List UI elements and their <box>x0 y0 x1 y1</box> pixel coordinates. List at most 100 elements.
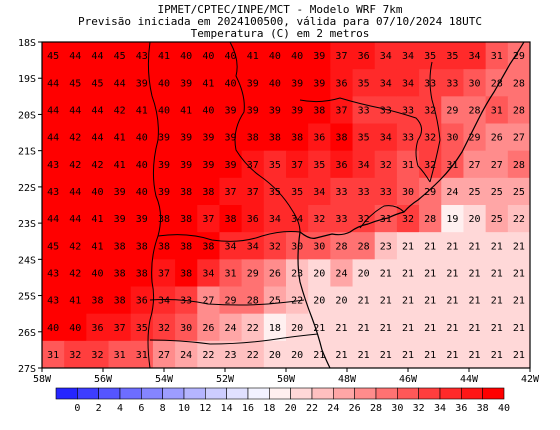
temperature-value-label: 32 <box>424 160 436 171</box>
temperature-cell <box>263 123 287 152</box>
temperature-cell <box>330 69 354 97</box>
colorbar-label: 24 <box>327 403 339 414</box>
temperature-cell <box>64 96 87 125</box>
temperature-value-label: 37 <box>335 105 347 116</box>
temperature-value-label: 36 <box>358 51 370 62</box>
temperature-value-label: 20 <box>358 268 370 279</box>
temperature-cell <box>219 205 243 233</box>
temperature-value-label: 33 <box>402 105 414 116</box>
temperature-value-label: 44 <box>47 105 59 116</box>
temperature-value-label: 27 <box>491 160 503 171</box>
temperature-cell <box>197 123 221 152</box>
temperature-value-label: 21 <box>335 323 347 334</box>
temperature-value-label: 21 <box>469 323 481 334</box>
temperature-value-label: 40 <box>269 51 281 62</box>
temperature-value-label: 31 <box>114 350 126 361</box>
temperature-cell <box>152 177 176 206</box>
temperature-cell <box>374 150 398 179</box>
temperature-value-label: 28 <box>513 105 525 116</box>
temperature-value-label: 34 <box>291 214 303 225</box>
temperature-value-label: 35 <box>291 187 303 198</box>
temperature-cell <box>42 340 65 368</box>
colorbar-swatch <box>375 387 398 400</box>
temperature-cell <box>396 42 420 70</box>
temperature-cell <box>241 69 265 97</box>
temperature-cell <box>352 205 376 233</box>
temperature-cell <box>286 232 309 260</box>
temperature-value-label: 34 <box>247 241 259 252</box>
temperature-value-label: 36 <box>136 296 148 307</box>
temperature-cell <box>263 42 287 70</box>
temperature-cell <box>419 42 442 70</box>
temperature-cell <box>308 259 331 288</box>
temperature-cell <box>507 123 530 152</box>
temperature-value-label: 44 <box>91 133 103 144</box>
temperature-value-label: 33 <box>180 296 192 307</box>
temperature-value-label: 35 <box>136 323 148 334</box>
temperature-value-label: 44 <box>69 105 81 116</box>
state-border-es <box>429 61 441 183</box>
temperature-value-label: 21 <box>469 268 481 279</box>
temperature-value-label: 39 <box>269 105 281 116</box>
colorbar-swatch <box>439 387 462 400</box>
colorbar-label: 8 <box>160 403 166 414</box>
longitude-tick-label: 44W <box>460 374 479 385</box>
temperature-cell <box>374 96 398 125</box>
temperature-cell <box>241 205 265 233</box>
temperature-cell <box>308 286 331 315</box>
temperature-value-label: 33 <box>335 214 347 225</box>
temperature-value-label: 32 <box>358 214 370 225</box>
state-border-west <box>147 42 162 368</box>
latitude-tick-label: 21S <box>18 147 36 158</box>
temperature-cell <box>64 123 87 152</box>
temperature-value-label: 41 <box>158 51 170 62</box>
temperature-value-label: 38 <box>202 241 214 252</box>
temperature-value-label: 39 <box>247 105 259 116</box>
temperature-cell <box>352 259 376 288</box>
temperature-value-label: 36 <box>335 78 347 89</box>
temperature-cell <box>286 69 309 97</box>
temperature-cell <box>419 340 442 368</box>
state-border-mg <box>299 97 431 183</box>
temperature-cell <box>219 232 243 260</box>
temperature-value-label: 26 <box>491 133 503 144</box>
temperature-cell <box>352 340 376 368</box>
temperature-value-label: 32 <box>69 350 81 361</box>
temperature-value-label: 38 <box>91 296 103 307</box>
longitude-tick-label: 46W <box>399 374 418 385</box>
temperature-cell <box>507 232 530 260</box>
temperature-value-label: 21 <box>402 296 414 307</box>
temperature-value-label: 38 <box>291 133 303 144</box>
temperature-cell <box>219 313 243 342</box>
colorbar-label: 4 <box>117 403 123 414</box>
temperature-value-label: 20 <box>291 350 303 361</box>
temperature-cell <box>219 340 243 368</box>
temperature-value-label: 42 <box>69 241 81 252</box>
temperature-value-label: 32 <box>380 160 392 171</box>
temperature-value-label: 33 <box>358 105 370 116</box>
temperature-cell <box>441 42 465 70</box>
temperature-cell <box>108 313 132 342</box>
temperature-cell <box>64 313 87 342</box>
temperature-cell <box>330 232 354 260</box>
temperature-cell <box>419 205 442 233</box>
temperature-value-label: 39 <box>247 78 259 89</box>
temperature-cell <box>308 42 331 70</box>
temperature-value-label: 26 <box>269 268 281 279</box>
temperature-value-label: 21 <box>491 268 503 279</box>
temperature-value-label: 39 <box>313 78 325 89</box>
temperature-cell <box>263 259 287 288</box>
temperature-value-label: 21 <box>358 323 370 334</box>
temperature-cell <box>507 150 530 179</box>
temperature-value-label: 32 <box>158 323 170 334</box>
temperature-value-label: 38 <box>180 241 192 252</box>
temperature-cell <box>263 205 287 233</box>
temperature-cell <box>42 150 65 179</box>
temperature-cell <box>175 96 198 125</box>
temperature-cell <box>286 96 309 125</box>
temperature-value-label: 44 <box>69 51 81 62</box>
temperature-cell <box>130 205 154 233</box>
temperature-value-label: 39 <box>225 105 237 116</box>
temperature-cell <box>175 232 198 260</box>
temperature-value-label: 21 <box>380 350 392 361</box>
